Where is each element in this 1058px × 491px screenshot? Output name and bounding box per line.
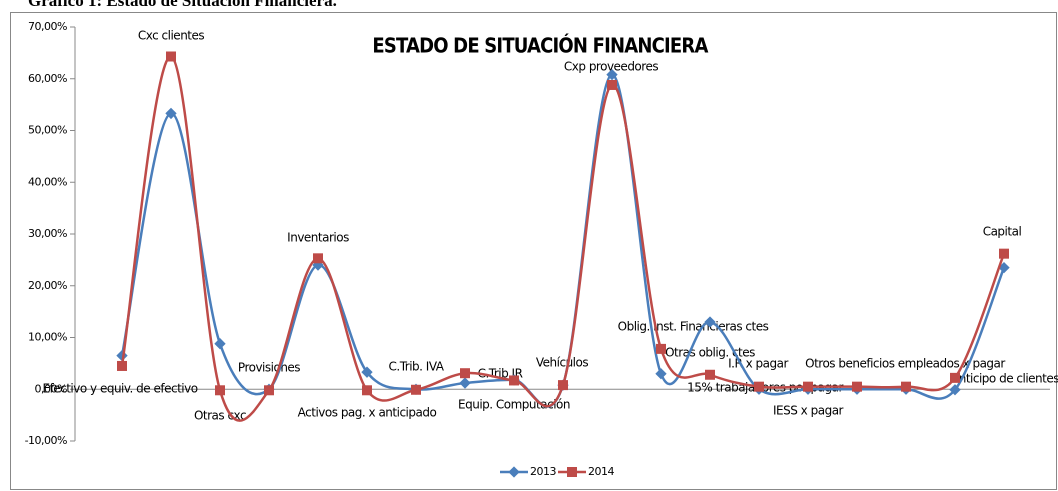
category-label: IESS x pagar [773, 404, 844, 418]
marker [950, 372, 960, 383]
marker [117, 360, 127, 371]
category-label: Vehículos [536, 356, 588, 370]
marker [460, 368, 470, 379]
marker [852, 381, 862, 392]
category-label: Inventarios [287, 231, 349, 245]
y-tick-label: 10,00% [28, 331, 67, 344]
y-tick-label: 50,00% [28, 124, 67, 137]
marker [459, 377, 471, 389]
caption: Gráfico 1: Estado de Situación Financier… [28, 0, 337, 10]
category-label: C.Trib. IVA [389, 360, 445, 374]
marker [901, 381, 911, 392]
chart-border [10, 12, 1057, 490]
legend-marker [508, 466, 520, 478]
category-label: Oblig. Inst. Financieras ctes [618, 320, 769, 334]
legend-label: 2014 [588, 465, 614, 478]
marker [803, 381, 813, 392]
marker [999, 248, 1009, 259]
marker [607, 79, 617, 90]
marker [313, 253, 323, 264]
y-tick-label: -10,00% [25, 434, 67, 447]
marker [509, 375, 519, 386]
category-label: Efectivo y equiv. de efectivo [42, 382, 197, 396]
category-label: Equip. Computación [458, 398, 570, 412]
marker [754, 381, 764, 392]
category-label: Anticipo de clientes [951, 372, 1058, 386]
y-tick-label: 40,00% [28, 175, 67, 188]
marker [655, 368, 667, 380]
category-label: Activos pag. x anticipado [298, 406, 437, 420]
marker [705, 369, 715, 380]
marker [214, 338, 226, 350]
marker [411, 384, 421, 395]
y-tick-label: 20,00% [28, 279, 67, 292]
y-tick-label: 60,00% [28, 72, 67, 85]
marker [361, 366, 373, 378]
marker [656, 343, 666, 354]
chart-title: ESTADO DE SITUACIÓN FINANCIERA [372, 34, 708, 58]
marker [949, 384, 961, 396]
marker [362, 385, 372, 396]
marker [166, 51, 176, 62]
category-label: Cxp proveedores [564, 60, 658, 74]
marker [264, 385, 274, 396]
marker [558, 380, 568, 391]
legend-label: 2013 [530, 465, 556, 478]
category-label: Cxc clientes [138, 29, 205, 43]
marker [704, 316, 716, 328]
marker [215, 385, 225, 396]
category-label: Otros beneficios empleados x pagar [805, 357, 1005, 371]
category-label: Capital [983, 225, 1022, 239]
y-tick-label: 30,00% [28, 227, 67, 240]
legend-marker [567, 467, 577, 477]
y-tick-label: 0,00% [35, 382, 67, 395]
category-label: Provisiones [238, 361, 300, 375]
y-tick-label: 70,00% [28, 20, 67, 33]
